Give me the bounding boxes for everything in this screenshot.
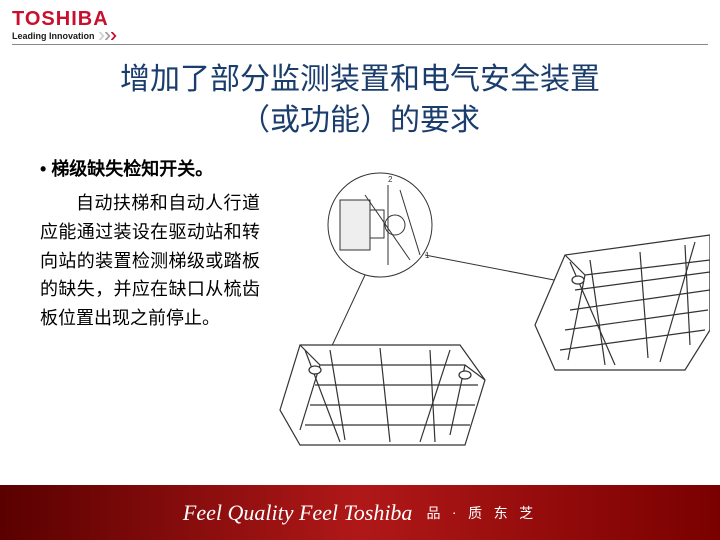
- chevron-icon: [99, 32, 117, 40]
- footer-slogan-en: Feel Quality Feel Toshiba: [183, 500, 413, 526]
- title-line-1: 增加了部分监测装置和电气安全装置: [0, 60, 720, 101]
- chevron-1: [99, 32, 105, 40]
- technical-diagram: 2 1: [270, 170, 710, 460]
- page-title: 增加了部分监测装置和电气安全装置 （或功能）的要求: [0, 60, 720, 141]
- chevron-3: [111, 32, 117, 40]
- content-block: 梯级缺失检知开关。 自动扶梯和自动人行道应能通过装设在驱动站和转向站的装置检测梯…: [40, 155, 260, 333]
- callout-line-left: [330, 275, 365, 350]
- title-line-2: （或功能）的要求: [0, 101, 720, 142]
- footer-banner: Feel Quality Feel Toshiba 品 · 质 东 芝: [0, 485, 720, 540]
- chevron-2: [105, 32, 111, 40]
- brand-logo: TOSHIBA: [12, 8, 708, 31]
- escalator-frame-left: [280, 345, 485, 445]
- header: TOSHIBA Leading Innovation: [12, 8, 708, 41]
- footer-slogan-cn: 品 · 质 东 芝: [426, 503, 537, 523]
- bullet-heading: 梯级缺失检知开关。: [40, 155, 260, 181]
- escalator-frame-right: [535, 235, 710, 370]
- tagline-text: Leading Innovation: [12, 31, 95, 41]
- detail-label-2: 2: [388, 175, 393, 184]
- body-paragraph: 自动扶梯和自动人行道应能通过装设在驱动站和转向站的装置检测梯级或踏板的缺失，并应…: [40, 189, 260, 333]
- header-divider: [12, 44, 708, 45]
- brand-tagline: Leading Innovation: [12, 31, 708, 41]
